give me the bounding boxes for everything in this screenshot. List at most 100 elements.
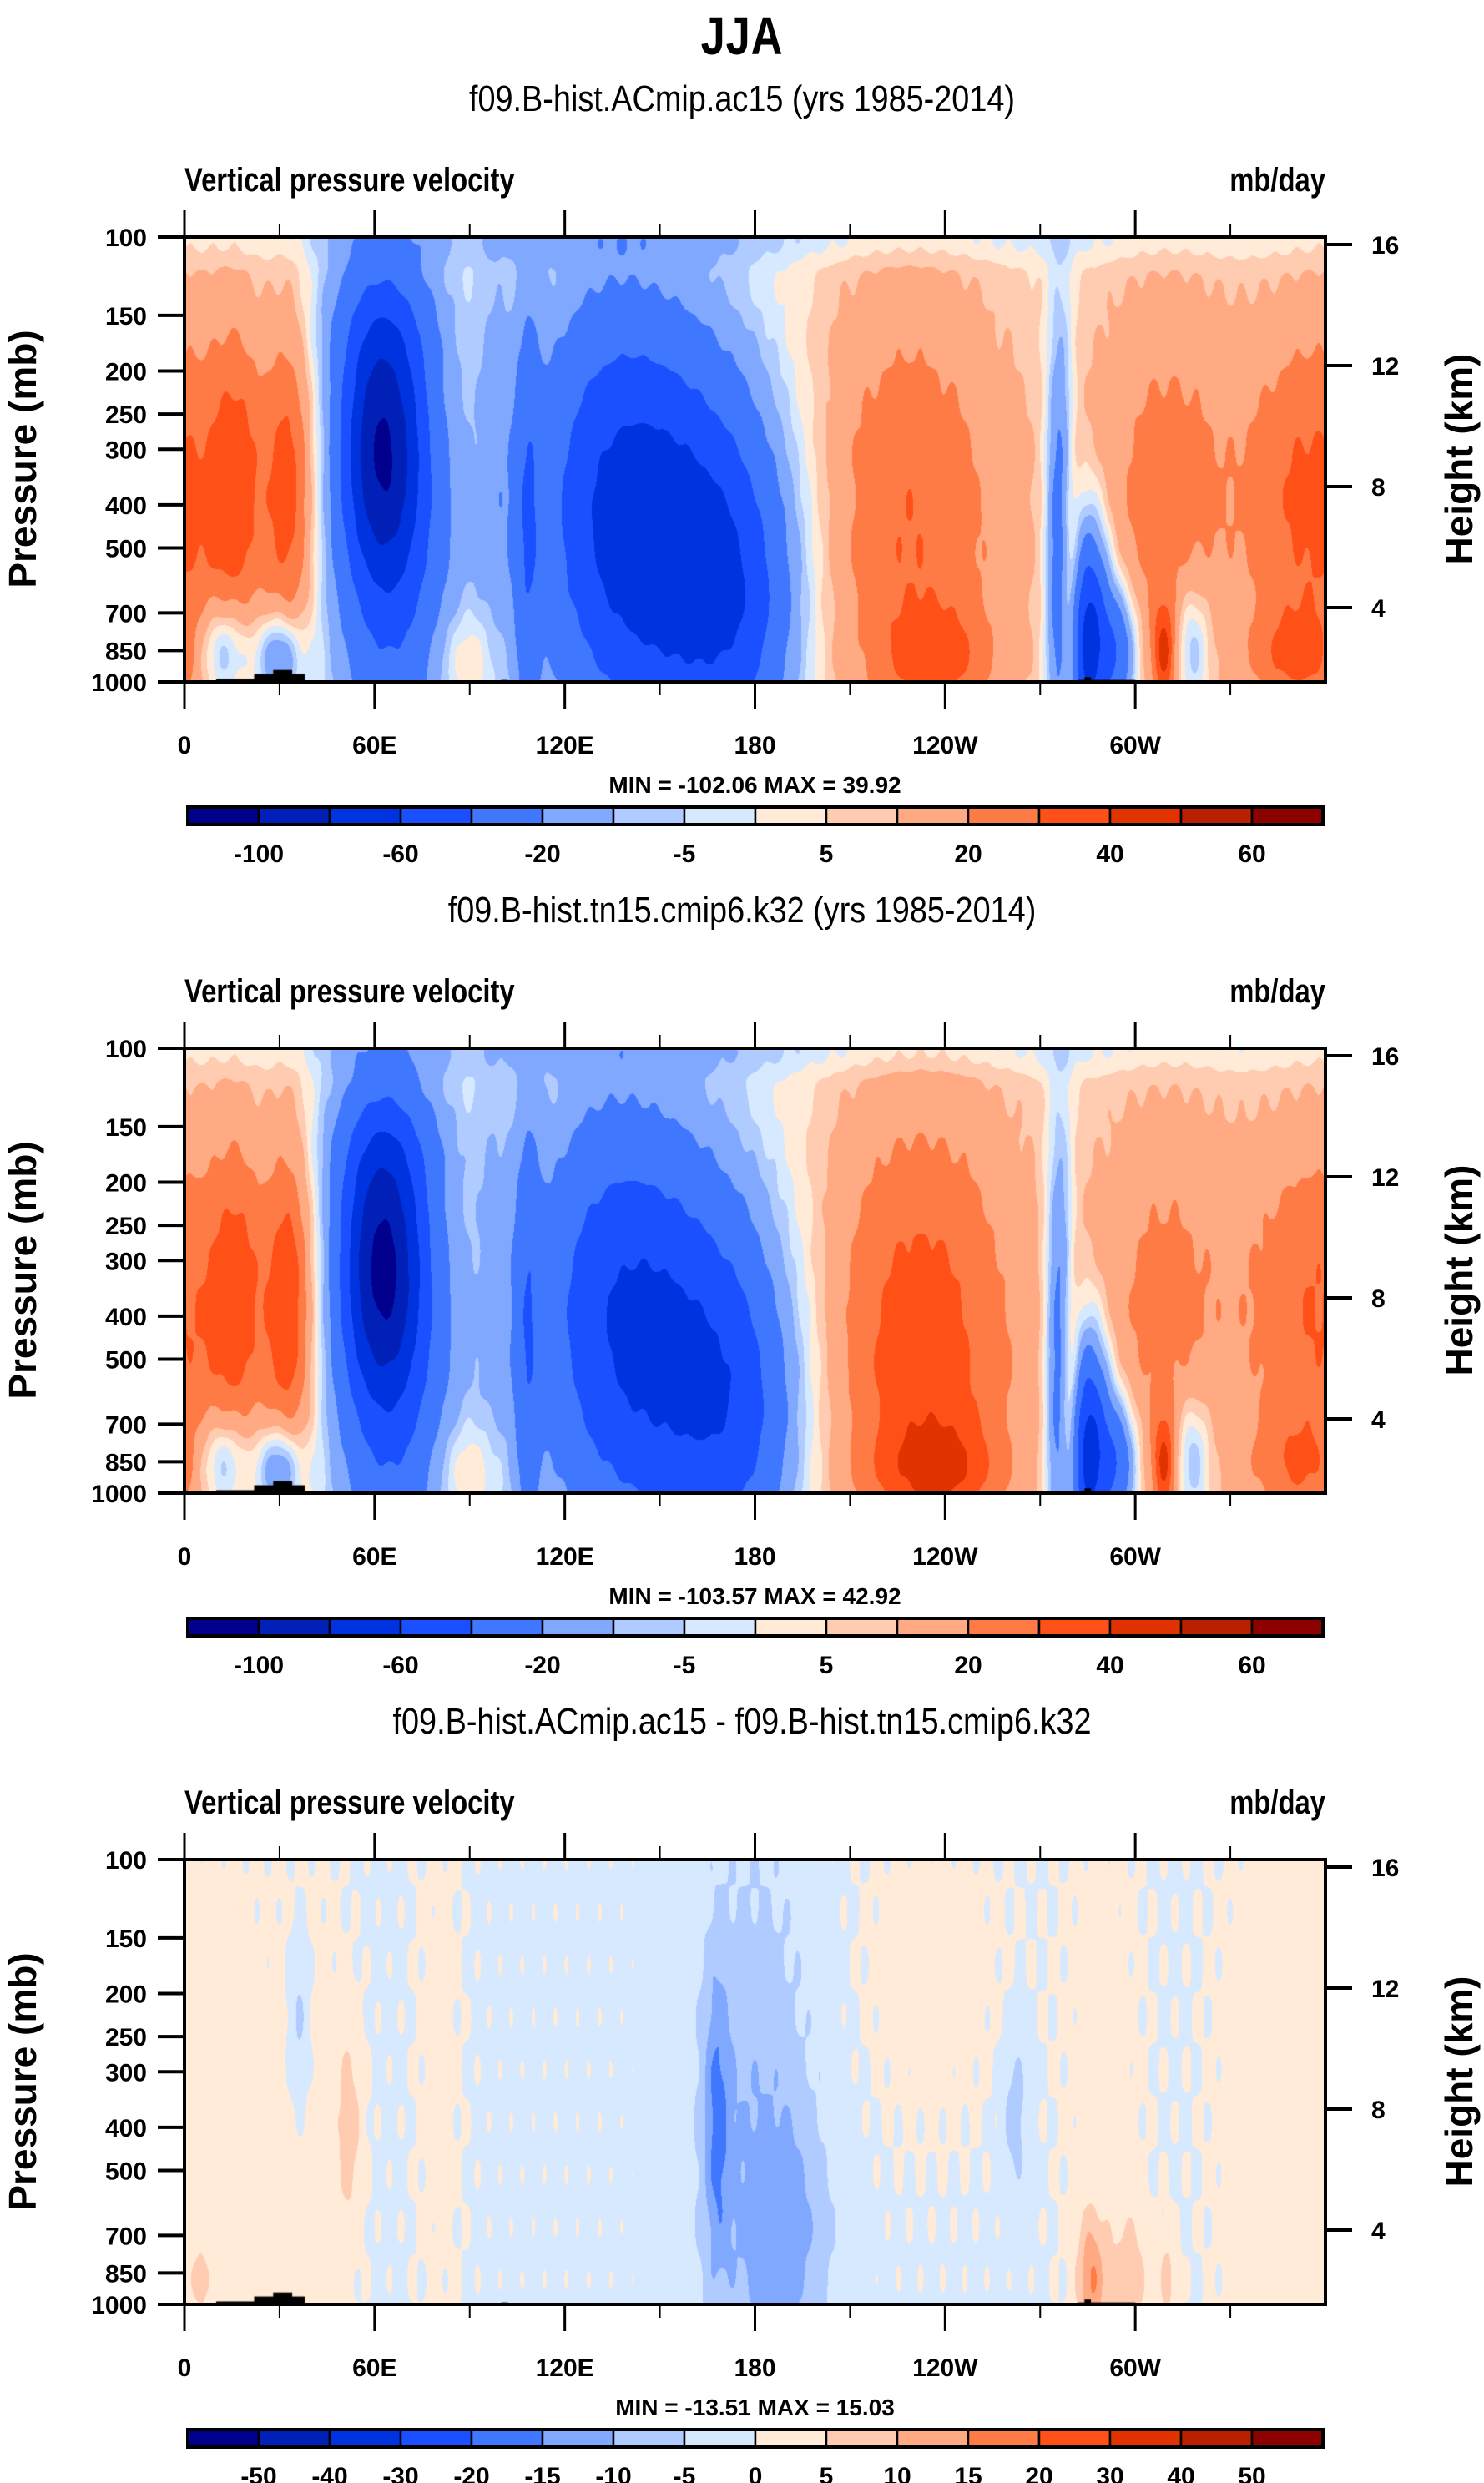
- x-tick-label: 120E: [536, 2354, 594, 2382]
- y-axis-title: Pressure (mb): [1, 1951, 44, 2211]
- y-tick-label: 300: [105, 437, 147, 464]
- units-label: mb/day: [1229, 973, 1325, 1010]
- x-tick-label: 120W: [912, 2354, 978, 2382]
- contour-field: [184, 237, 1325, 682]
- colorbar-label: 5: [820, 840, 834, 868]
- colorbar-label: 5: [820, 2463, 834, 2483]
- y-tick-label: 300: [105, 2059, 147, 2087]
- y-tick-label: 200: [105, 1169, 147, 1197]
- colorbar-box: [754, 2428, 828, 2449]
- y-tick-label: 1000: [91, 669, 147, 697]
- colorbar-box: [1037, 2428, 1112, 2449]
- y-tick-label: 1000: [91, 1481, 147, 1508]
- y-axis-title-right: Height (km): [1437, 1976, 1481, 2187]
- colorbar: -100 -60 -20 -5 5 20 40 60: [186, 1617, 1325, 1679]
- y-tick-label: 200: [105, 1981, 147, 2008]
- panel-title: f09.B-hist.ACmip.ac15 - f09.B-hist.tn15.…: [392, 1701, 1092, 1742]
- x-tick-label: 60W: [1109, 732, 1161, 760]
- colorbar-label: 5: [820, 1652, 834, 1679]
- y-tick-label: 250: [105, 1213, 147, 1240]
- min-max-stats: MIN = -13.51 MAX = 15.03: [615, 2395, 895, 2420]
- y-tick-label: 400: [105, 2115, 147, 2142]
- colorbar-label: -10: [595, 2463, 631, 2483]
- colorbar-label: 0: [749, 2463, 763, 2483]
- height-tick-label: 12: [1371, 1164, 1399, 1192]
- colorbar-box: [612, 2428, 686, 2449]
- x-tick-label: 180: [734, 1543, 775, 1571]
- y-tick-label: 100: [105, 1847, 147, 1875]
- x-tick-label: 180: [734, 2354, 775, 2382]
- colorbar-box: [399, 2428, 473, 2449]
- y-tick-label: 150: [105, 1925, 147, 1953]
- y-tick-label: 400: [105, 492, 147, 520]
- y-tick-label: 100: [105, 1036, 147, 1063]
- colorbar-label: -15: [524, 2463, 560, 2483]
- colorbar-label: -20: [524, 1652, 560, 1679]
- colorbar-label: 30: [1096, 2463, 1123, 2483]
- variable-name: Vertical pressure velocity: [184, 973, 515, 1010]
- figure-title: JJA: [700, 6, 784, 66]
- y-tick-label: 500: [105, 2158, 147, 2186]
- colorbar-box: [470, 2428, 544, 2449]
- colorbar-box: [825, 2428, 899, 2449]
- height-tick-label: 8: [1371, 2097, 1386, 2124]
- colorbar: -50 -40 -30 -20 -15 -10 -5 0 5 10 15 20 30 40 50: [186, 2428, 1325, 2483]
- height-tick-label: 8: [1371, 474, 1386, 502]
- height-tick-label: 4: [1371, 595, 1386, 623]
- y-tick-label: 500: [105, 536, 147, 563]
- colorbar-box: [541, 2428, 615, 2449]
- colorbar-label: -5: [674, 1652, 696, 1679]
- colorbar-box: [186, 2428, 260, 2449]
- colorbar-label: -20: [453, 2463, 489, 2483]
- colorbar-frame: [186, 2428, 1325, 2449]
- colorbar-label: 40: [1096, 840, 1123, 868]
- units-label: mb/day: [1229, 162, 1325, 199]
- x-tick-label: 0: [178, 2354, 192, 2382]
- y-tick-label: 700: [105, 1411, 147, 1439]
- colorbar-label: -100: [234, 840, 284, 868]
- height-tick-label: 12: [1371, 1976, 1399, 2003]
- y-tick-label: 150: [105, 1114, 147, 1142]
- panel-title: f09.B-hist.tn15.cmip6.k32 (yrs 1985-2014…: [447, 890, 1037, 931]
- contour-field: [184, 1860, 1325, 2304]
- colorbar-label: -100: [234, 1652, 284, 1679]
- colorbar-box: [683, 2428, 757, 2449]
- colorbar-box: [967, 2428, 1041, 2449]
- colorbar-label: -20: [524, 840, 560, 868]
- colorbar-label: 60: [1238, 1652, 1265, 1679]
- x-tick-label: 120W: [912, 1543, 978, 1571]
- colorbar-label: 40: [1096, 1652, 1123, 1679]
- colorbar-box: [1179, 2428, 1254, 2449]
- variable-name: Vertical pressure velocity: [184, 1784, 515, 1821]
- colorbar-label: -5: [674, 2463, 696, 2483]
- plot-frame: [183, 1858, 1327, 2306]
- colorbar-box: [257, 2428, 331, 2449]
- colorbar-label: 15: [954, 2463, 982, 2483]
- height-tick-label: 8: [1371, 1285, 1386, 1313]
- colorbar-frame: [186, 1617, 1325, 1638]
- y-tick-label: 250: [105, 401, 147, 429]
- min-max-stats: MIN = -102.06 MAX = 39.92: [608, 772, 901, 798]
- y-tick-label: 700: [105, 2223, 147, 2250]
- colorbar-label: -60: [382, 1652, 418, 1679]
- x-tick-label: 0: [178, 1543, 192, 1571]
- height-tick-label: 16: [1371, 1855, 1399, 1882]
- colorbar-frame: [186, 805, 1325, 826]
- colorbar-label: 20: [954, 1652, 982, 1679]
- x-tick-label: 60E: [352, 2354, 396, 2382]
- colorbar: -100 -60 -20 -5 5 20 40 60: [186, 805, 1325, 868]
- colorbar-box: [1108, 2428, 1183, 2449]
- units-label: mb/day: [1229, 1784, 1325, 1821]
- x-tick-label: 120E: [536, 732, 594, 760]
- height-tick-label: 4: [1371, 1406, 1386, 1434]
- colorbar-label: -5: [674, 840, 696, 868]
- colorbar-label: 50: [1238, 2463, 1265, 2483]
- y-tick-label: 150: [105, 303, 147, 331]
- colorbar-box: [896, 2428, 970, 2449]
- colorbar-label: -60: [382, 840, 418, 868]
- y-tick-label: 400: [105, 1304, 147, 1331]
- y-tick-label: 300: [105, 1248, 147, 1275]
- height-tick-label: 12: [1371, 353, 1399, 381]
